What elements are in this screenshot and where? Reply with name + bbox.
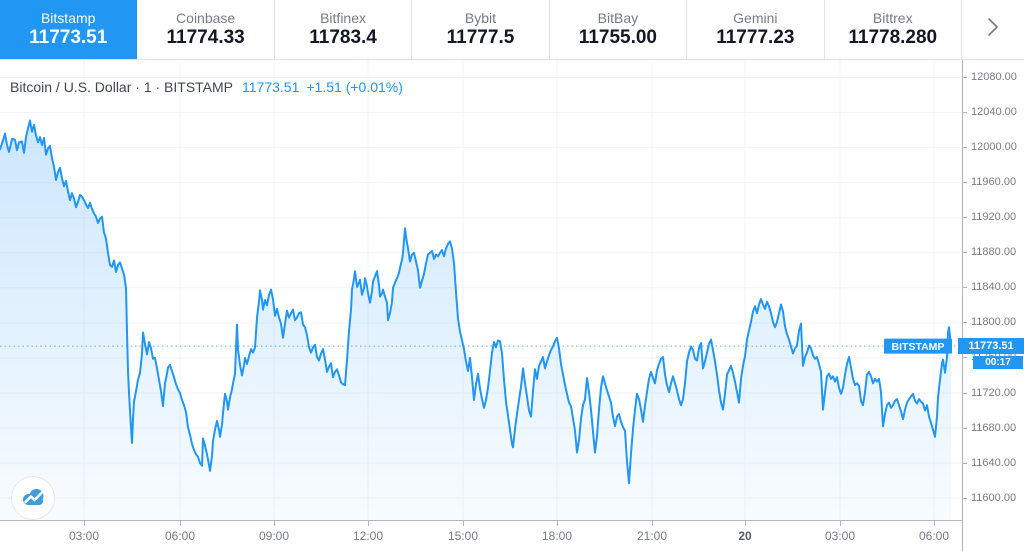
tab-label: Bitstamp [40, 10, 96, 26]
time-axis-label: 15:00 [447, 529, 479, 543]
time-axis-label: 20 [738, 529, 752, 543]
tab-price: 11778.280 [848, 27, 938, 48]
chart-legend[interactable]: Bitcoin / U.S. Dollar · 1 · BITSTAMP 1177… [10, 79, 403, 96]
chevron-right-icon [986, 16, 1000, 43]
tab-price: 11773.51 [29, 27, 108, 48]
current-price-label: 11773.51 [958, 338, 1024, 355]
time-axis-label: 12:00 [352, 529, 384, 543]
price-axis-label: 11960.00 [971, 176, 1017, 189]
tab-bitstamp[interactable]: Bitstamp 11773.51 [0, 0, 138, 59]
price-axis-label: 12040.00 [971, 106, 1017, 119]
price-area-fill [0, 120, 951, 520]
time-axis-label: 06:00 [918, 529, 950, 543]
time-axis[interactable]: 03:00 06:00 09:00 12:00 15:00 18:00 21:00 20 03:… [0, 520, 1024, 551]
price-axis-label: 12000.00 [971, 141, 1017, 154]
time-axis-label: 03:00 [824, 529, 856, 543]
time-axis-label: 21:00 [636, 529, 668, 543]
tab-coinbase[interactable]: Coinbase 11774.33 [137, 0, 275, 59]
price-axis-label: 11920.00 [971, 211, 1017, 224]
tab-label: Bittrex [872, 10, 913, 26]
time-axis-label: 06:00 [164, 529, 196, 543]
tradingview-logo-icon[interactable] [11, 476, 55, 520]
symbol-title: Bitcoin / U.S. Dollar · 1 · BITSTAMP [10, 79, 234, 95]
tab-bittrex[interactable]: Bittrex 11778.280 [824, 0, 962, 59]
price-axis-label: 11600.00 [971, 491, 1017, 504]
series-exchange-tag: BITSTAMP [884, 338, 952, 354]
tab-label: Bitfinex [320, 10, 367, 26]
tab-price: 11777.23 [716, 27, 795, 48]
price-axis-label: 11840.00 [971, 281, 1017, 294]
bar-countdown-label: 00:17 [973, 355, 1023, 369]
price-axis-label: 11640.00 [971, 456, 1017, 469]
exchange-tabs: Bitstamp 11773.51 Coinbase 11774.33 Bitf… [0, 0, 962, 59]
tab-label: BitBay [597, 10, 639, 26]
price-axis-label: 11880.00 [971, 246, 1017, 259]
tab-bitbay[interactable]: BitBay 11755.00 [549, 0, 688, 59]
tab-gemini[interactable]: Gemini 11777.23 [687, 0, 825, 59]
last-price: 11773.51 [242, 79, 300, 95]
chart-plot-area[interactable]: BITSTAMP [0, 60, 962, 520]
tab-bybit[interactable]: Bybit 11777.5 [412, 0, 550, 59]
tabs-scroll-right-button[interactable] [962, 0, 1024, 59]
price-axis-label: 11800.00 [971, 316, 1017, 329]
price-axis-label: 12080.00 [971, 71, 1017, 83]
tab-label: Coinbase [176, 10, 236, 26]
exchange-tabbar: Bitstamp 11773.51 Coinbase 11774.33 Bitf… [0, 0, 1024, 60]
tab-price: 11774.33 [166, 27, 245, 48]
tab-label: Gemini [733, 10, 778, 26]
time-axis-label: 09:00 [258, 529, 290, 543]
price-axis-label: 11680.00 [971, 421, 1017, 434]
price-axis[interactable]: 12080.00 12040.00 12000.00 11960.00 11920.00… [958, 60, 1024, 551]
price-axis-label: 11720.00 [971, 386, 1017, 399]
price-change: +1.51 (+0.01%) [306, 79, 403, 95]
tab-bitfinex[interactable]: Bitfinex 11783.4 [274, 0, 413, 59]
svg-text:BITSTAMP: BITSTAMP [892, 341, 945, 353]
tab-price: 11777.5 [446, 27, 515, 48]
tab-label: Bybit [464, 10, 497, 26]
tab-price: 11755.00 [578, 27, 657, 48]
time-axis-label: 18:00 [541, 529, 573, 543]
price-line-series [0, 119, 952, 485]
tab-price: 11783.4 [309, 27, 377, 48]
price-chart[interactable]: BITSTAMP Bitcoin / U.S. Dollar · 1 · BIT… [0, 60, 1024, 551]
time-axis-label: 03:00 [68, 529, 100, 543]
